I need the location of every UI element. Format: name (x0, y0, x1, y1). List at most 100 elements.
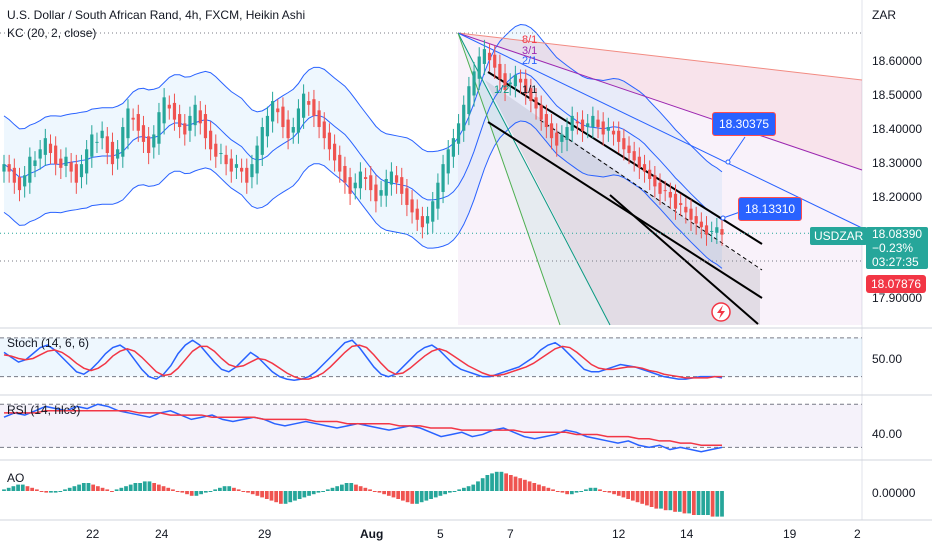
ao-bar (110, 491, 114, 492)
ao-bar (288, 491, 293, 503)
ao-bar (372, 491, 377, 492)
ao-bar (443, 491, 448, 495)
callout-connector (722, 211, 741, 219)
ao-bar (100, 487, 105, 491)
candle-body (653, 175, 657, 187)
ao-bar (635, 491, 640, 503)
candle-body (286, 119, 290, 139)
ao-bar (81, 483, 86, 491)
candle-body (369, 175, 373, 191)
ao-bar (227, 486, 232, 491)
candle-body (498, 63, 502, 79)
ao-bar (147, 481, 152, 491)
ao-bar (274, 491, 279, 503)
time-tick: 12 (612, 527, 626, 541)
ao-bar (16, 484, 20, 491)
candle-body (405, 188, 409, 205)
price-callout-2[interactable]: 18.13310 (738, 197, 803, 221)
ao-bar (518, 478, 523, 491)
candle-body (260, 127, 264, 155)
ao-bar (569, 491, 574, 495)
ao-bar (682, 491, 687, 514)
ao-bar (415, 491, 419, 504)
channel-upper-line (487, 71, 763, 245)
ao-bar (344, 483, 349, 491)
candle-body (17, 177, 22, 191)
ao-bar (91, 484, 96, 491)
candle-body (178, 114, 182, 128)
candle-body (276, 108, 280, 113)
callout-anchor (725, 159, 731, 165)
low-price-tag: 18.07876 (866, 275, 927, 293)
candle-body (74, 164, 78, 183)
ao-bar (715, 491, 720, 517)
candle-body (467, 86, 471, 115)
ao-bar (213, 489, 218, 491)
candle-body (95, 141, 99, 143)
ao-bar (485, 475, 490, 491)
ao-bar (602, 491, 607, 492)
candle-body (493, 54, 497, 68)
ao-bar (706, 491, 710, 515)
price-tick: 17.90000 (872, 291, 923, 305)
ao-bar (677, 491, 682, 512)
ao-bar (438, 491, 443, 496)
candle-body (632, 151, 636, 161)
ao-bar (138, 483, 142, 491)
candle-body (322, 121, 326, 139)
ao-bar (171, 489, 175, 491)
gann-label: 1/2 (494, 84, 510, 96)
candle-body (7, 164, 11, 172)
candle-body (198, 110, 202, 124)
ao-bar (377, 491, 382, 493)
price-callout-1[interactable]: 18.30375 (712, 112, 777, 136)
ao-bar (354, 484, 358, 491)
candle-body (59, 158, 63, 168)
ao-bar (523, 479, 527, 491)
channel-lower-line (487, 121, 763, 299)
ao-bar (532, 483, 537, 491)
candle-body (209, 130, 213, 150)
ao-bar (293, 491, 297, 501)
ao-bar (302, 491, 307, 498)
price-tick: 18.60000 (872, 54, 923, 68)
price-tick: 18.40000 (872, 122, 923, 136)
candle-body (673, 193, 678, 209)
candle-body (358, 171, 363, 189)
bar-countdown: 03:27:35 (872, 255, 919, 269)
candle-body (224, 154, 228, 165)
candle-body (544, 114, 548, 128)
gann-label: 3/1 (522, 45, 538, 57)
candle-body (116, 149, 120, 159)
ao-bar (659, 491, 663, 509)
candle-body (456, 123, 461, 144)
ao-bar (616, 491, 621, 496)
candle-body (363, 177, 368, 179)
ao-bar (584, 489, 588, 491)
ao-bar (391, 491, 396, 498)
candle-body (353, 182, 357, 189)
candle-body (105, 136, 109, 154)
ao-bar (222, 486, 227, 491)
candle-body (317, 110, 321, 128)
ao-bar (574, 491, 579, 493)
ao-bar (607, 491, 612, 493)
ao-bar (335, 486, 340, 491)
price-tick: 18.50000 (872, 88, 923, 102)
kc-upper-line (3, 23, 723, 173)
candle-body (555, 132, 559, 146)
ao-bar (673, 491, 677, 512)
gann-box (485, 80, 760, 325)
candle-body (90, 134, 94, 157)
candle-body (477, 56, 481, 79)
ao-bar (189, 491, 194, 496)
candle-body (431, 201, 435, 222)
ao-bar (34, 489, 39, 491)
chart-title: U.S. Dollar / South African Rand, 4h, FX… (7, 8, 306, 22)
ao-bar (53, 491, 58, 493)
channel-mid-line (539, 119, 763, 271)
ao-bar (396, 491, 401, 499)
ao-bar (410, 491, 415, 504)
stoch-tick: 50.00 (872, 352, 903, 366)
